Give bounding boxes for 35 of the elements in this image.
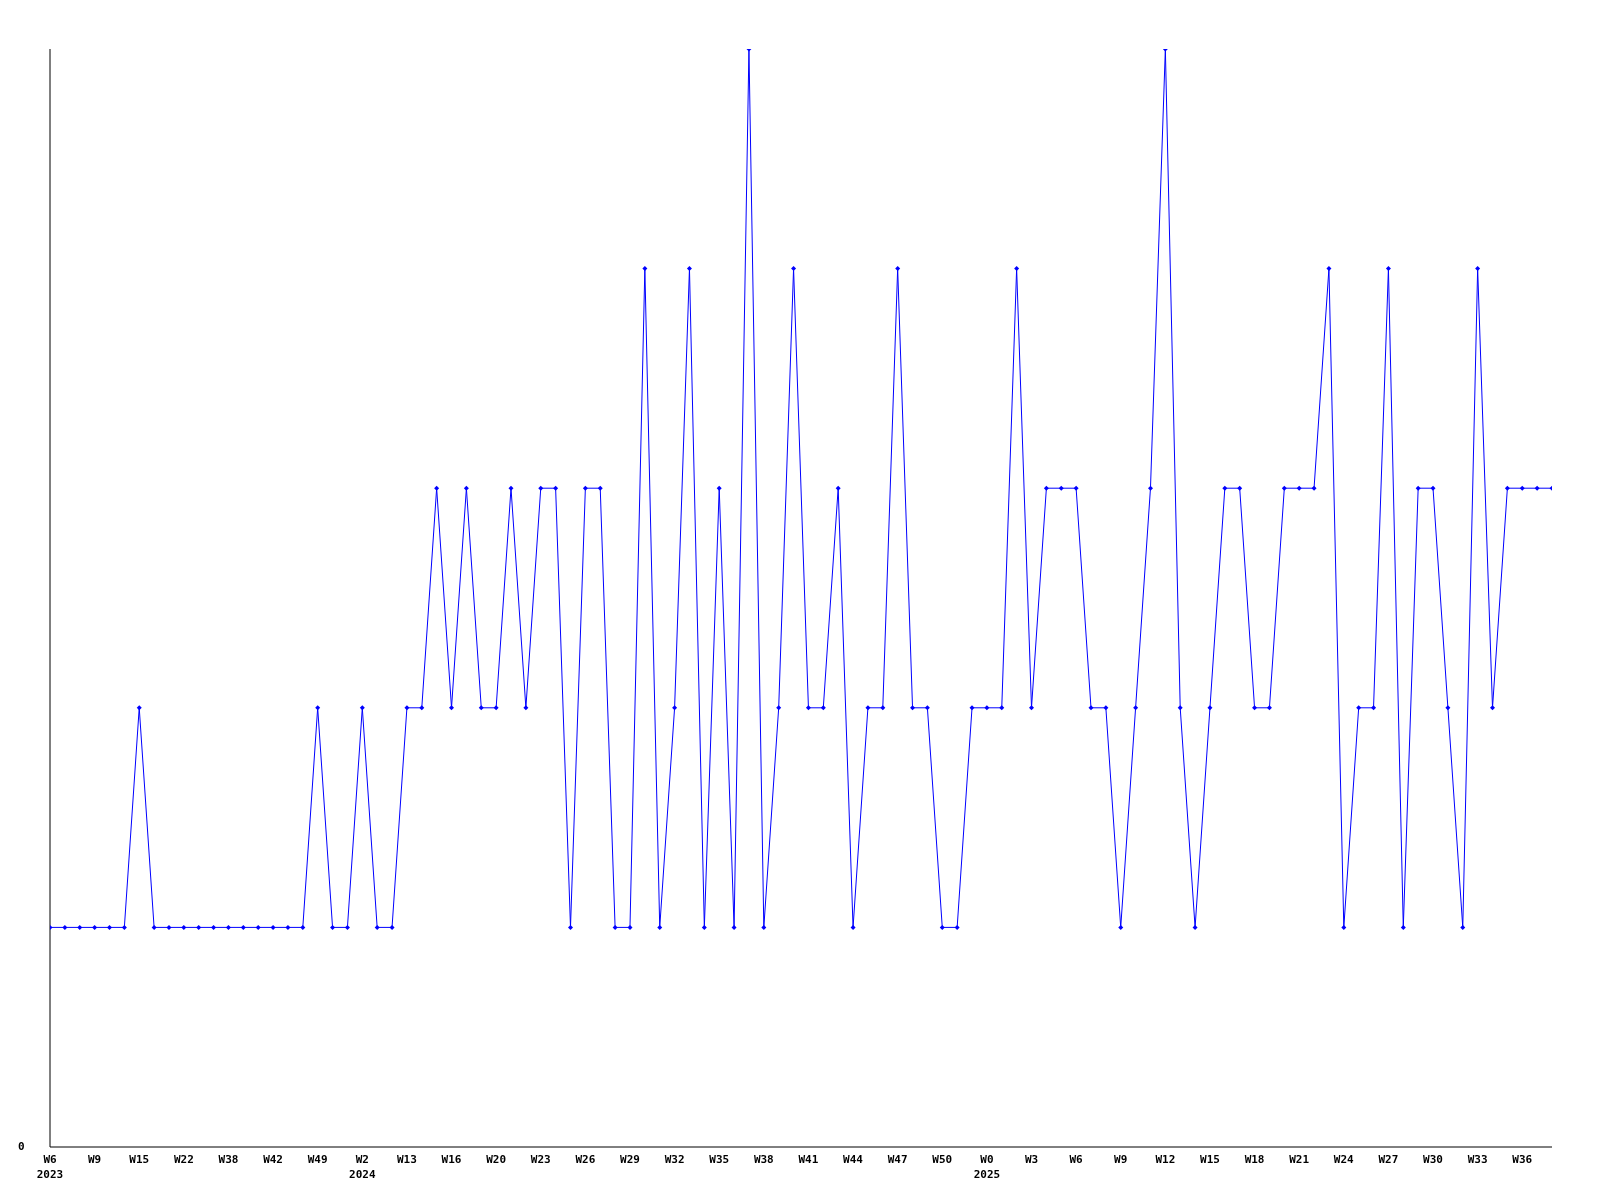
x-tick-label: W26 xyxy=(575,1153,596,1166)
x-tick-label: W38 xyxy=(218,1153,239,1166)
x-tick-label: W2 2024 xyxy=(349,1153,376,1181)
x-tick-label: W9 xyxy=(87,1153,102,1166)
x-tick-label: W13 xyxy=(396,1153,417,1166)
x-tick-label: W29 xyxy=(620,1153,640,1166)
x-tick-label: W6 2023 xyxy=(36,1153,64,1181)
x-tick-label: W18 xyxy=(1244,1153,1265,1166)
x-tick-label: W49 xyxy=(307,1153,328,1166)
x-tick-label: W38 xyxy=(753,1153,774,1166)
x-tick-label: W6 xyxy=(1069,1153,1084,1166)
x-tick-label: W44 xyxy=(843,1153,864,1166)
x-tick-label: W20 xyxy=(486,1153,507,1166)
x-tick-label: W9 xyxy=(1114,1153,1128,1166)
x-tick-label: W0 2025 xyxy=(973,1153,1001,1181)
x-tick-label: W12 xyxy=(1155,1153,1176,1166)
text: 0 xyxy=(18,1140,25,1153)
x-tick-label: W24 xyxy=(1333,1153,1355,1166)
x-tick-label: W41 xyxy=(798,1153,819,1166)
x-tick-label: W15 xyxy=(1200,1153,1220,1166)
x-tick-label: W47 xyxy=(887,1153,908,1166)
x-tick-label: W21 xyxy=(1289,1153,1310,1166)
x-tick-label: W30 xyxy=(1423,1153,1443,1166)
x-tick-label: W32 xyxy=(664,1153,685,1166)
x-tick-label: W42 xyxy=(263,1153,284,1166)
x-tick-label: W33 xyxy=(1467,1153,1488,1166)
x-tick-label: W23 xyxy=(530,1153,551,1166)
x-tick-label: W22 xyxy=(173,1153,194,1166)
x-tick-label: W50 xyxy=(932,1153,953,1166)
x-tick-label: W15 xyxy=(129,1153,150,1166)
x-tick-label: W35 xyxy=(709,1153,730,1166)
x-tick-label: W27 xyxy=(1378,1153,1399,1166)
x-tick-label: W16 xyxy=(441,1153,462,1166)
x-tick-label: W36 xyxy=(1512,1153,1533,1166)
x-tick-label: W3 xyxy=(1024,1153,1039,1166)
